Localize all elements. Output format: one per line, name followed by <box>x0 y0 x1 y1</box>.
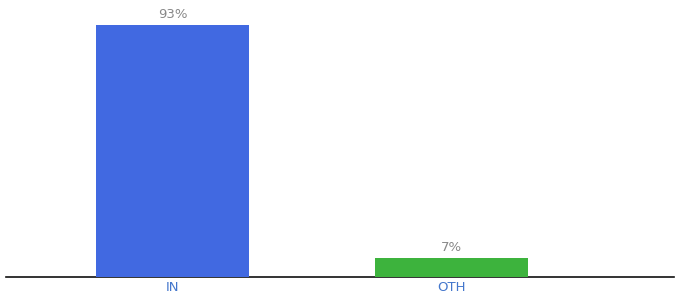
Bar <box>96 25 250 277</box>
Bar <box>375 258 528 277</box>
Text: 93%: 93% <box>158 8 188 21</box>
Text: 7%: 7% <box>441 241 462 254</box>
